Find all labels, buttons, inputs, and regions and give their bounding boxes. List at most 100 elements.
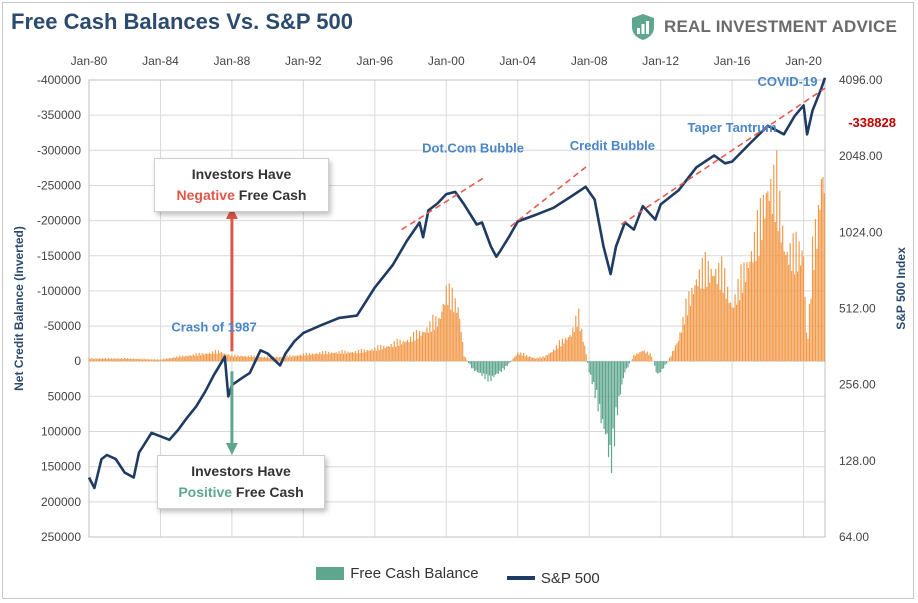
left-tick-label: -400000	[37, 73, 81, 87]
bar	[677, 340, 680, 362]
bar	[741, 292, 744, 362]
bar	[526, 354, 528, 362]
bar	[637, 353, 639, 362]
bar	[198, 352, 200, 362]
bar	[709, 282, 711, 362]
bar	[791, 271, 793, 362]
bar	[213, 353, 215, 362]
bar	[645, 353, 647, 362]
bar	[179, 355, 181, 362]
bar	[613, 361, 616, 447]
bar	[756, 210, 759, 362]
bar	[457, 307, 459, 362]
bar	[478, 361, 480, 374]
bar	[287, 357, 290, 362]
bar	[149, 359, 151, 362]
bar	[392, 347, 394, 362]
bar	[575, 315, 577, 362]
bar	[783, 251, 785, 362]
bar	[171, 358, 173, 362]
bar	[261, 357, 263, 362]
bar	[453, 312, 455, 362]
bar	[750, 251, 753, 362]
right-tick-label: 4096.00	[839, 73, 883, 87]
bar	[141, 359, 144, 362]
chart-title: Free Cash Balances Vs. S&P 500	[11, 9, 354, 34]
bar	[372, 350, 374, 362]
trend-line	[620, 87, 826, 226]
bar	[314, 353, 316, 362]
bar	[789, 243, 791, 362]
left-tick-label: -150000	[37, 249, 81, 263]
bar	[342, 353, 345, 362]
bar	[548, 353, 550, 362]
bar	[813, 269, 815, 362]
bar	[250, 355, 252, 362]
bar	[625, 361, 628, 369]
bar	[201, 353, 203, 362]
bar	[590, 361, 592, 375]
x-tick-label: Jan-84	[142, 54, 179, 68]
bar	[649, 353, 651, 362]
bar	[655, 361, 657, 373]
bar	[523, 353, 525, 362]
bar	[794, 274, 796, 362]
bar	[648, 355, 650, 362]
left-tick-label: -250000	[37, 178, 81, 192]
bar	[286, 355, 288, 362]
bar	[779, 190, 781, 362]
bar	[360, 348, 363, 362]
bar	[162, 358, 165, 362]
bar	[258, 357, 260, 362]
bar	[133, 358, 135, 362]
bar	[305, 352, 307, 362]
bar	[424, 332, 427, 362]
bar	[106, 358, 108, 362]
bar	[542, 356, 544, 362]
bar	[557, 348, 559, 362]
bar	[418, 330, 421, 362]
bar	[770, 178, 772, 362]
bar	[313, 354, 315, 362]
bar	[733, 307, 735, 362]
callout-positive-line1: Investors Have	[191, 463, 291, 479]
bar	[496, 361, 498, 374]
bar	[761, 239, 763, 362]
bar	[359, 353, 361, 362]
bar	[241, 356, 243, 362]
callout-negative-line2: Negative Free Cash	[163, 185, 320, 206]
bar	[395, 346, 397, 362]
bar	[685, 298, 687, 362]
bar	[357, 349, 360, 362]
bar	[734, 294, 736, 362]
bar	[539, 356, 541, 362]
bar	[594, 361, 596, 399]
bar	[654, 361, 656, 366]
trend-line	[510, 163, 590, 228]
bar	[296, 355, 299, 362]
annotation-label: Taper Tantrum	[688, 120, 777, 135]
bar	[463, 356, 465, 362]
bar	[381, 349, 383, 362]
bar	[554, 350, 556, 362]
bar	[532, 357, 534, 362]
bar	[572, 327, 574, 362]
bar	[161, 359, 163, 362]
bar	[329, 353, 331, 362]
bar	[363, 349, 365, 362]
bar	[332, 352, 334, 362]
bar	[326, 354, 328, 362]
bar	[186, 356, 188, 362]
bar	[597, 361, 599, 412]
bar	[512, 358, 514, 362]
bar	[777, 231, 779, 362]
right-tick-label: 64.00	[839, 530, 869, 544]
bar	[485, 361, 488, 375]
bar	[607, 361, 610, 458]
bar	[246, 356, 248, 362]
bar	[158, 359, 160, 362]
bar	[683, 324, 686, 362]
bar	[660, 361, 662, 373]
bar	[124, 357, 126, 362]
bar	[587, 361, 589, 363]
